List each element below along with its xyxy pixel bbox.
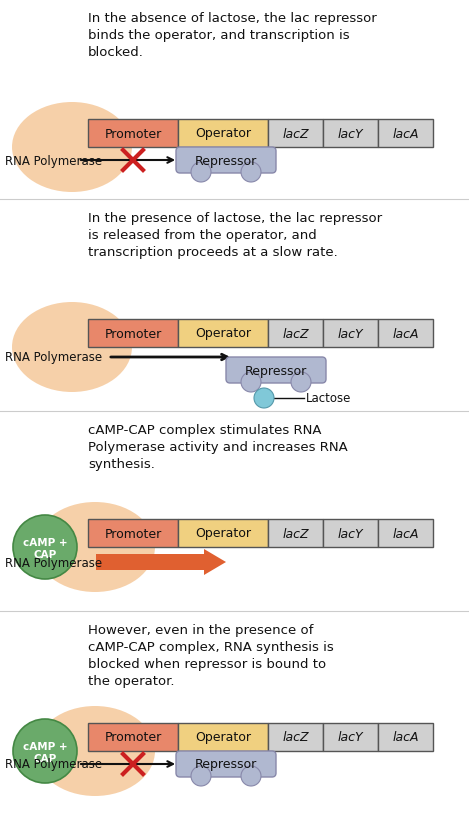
Circle shape	[13, 720, 77, 783]
Bar	[178, 320, 268, 348]
Text: lacY: lacY	[338, 327, 363, 340]
Text: Lactose: Lactose	[306, 392, 351, 405]
Text: Operator: Operator	[195, 327, 251, 340]
Text: lacY: lacY	[338, 730, 363, 744]
Text: Operator: Operator	[195, 128, 251, 140]
Bar	[323, 519, 378, 547]
Bar	[268, 519, 323, 547]
Bar	[178, 519, 268, 547]
Text: RNA Polymerase: RNA Polymerase	[5, 351, 102, 364]
Text: Promoter: Promoter	[105, 730, 162, 744]
Circle shape	[241, 766, 261, 786]
Text: However, even in the presence of
cAMP-CAP complex, RNA synthesis is
blocked when: However, even in the presence of cAMP-CA…	[88, 623, 334, 687]
Text: In the absence of lactose, the lac repressor
binds the operator, and transcripti: In the absence of lactose, the lac repre…	[88, 12, 377, 59]
Circle shape	[191, 163, 211, 183]
Text: Operator: Operator	[195, 730, 251, 744]
Text: lacA: lacA	[392, 128, 419, 140]
Text: lacY: lacY	[338, 527, 363, 540]
Ellipse shape	[12, 103, 132, 193]
Ellipse shape	[35, 503, 155, 592]
Text: lacA: lacA	[392, 730, 419, 744]
Bar	[378, 320, 433, 348]
Text: Operator: Operator	[195, 527, 251, 540]
Bar	[323, 723, 378, 751]
Bar	[378, 723, 433, 751]
Text: Repressor: Repressor	[195, 154, 257, 167]
Text: RNA Polymerase: RNA Polymerase	[5, 556, 102, 569]
Circle shape	[241, 163, 261, 183]
Ellipse shape	[12, 303, 132, 392]
Bar	[378, 519, 433, 547]
Bar	[88, 519, 178, 547]
Text: CAP: CAP	[33, 549, 57, 560]
Text: lacZ: lacZ	[282, 730, 309, 744]
Text: lacA: lacA	[392, 327, 419, 340]
Text: Repressor: Repressor	[245, 364, 307, 377]
FancyBboxPatch shape	[226, 358, 326, 383]
Text: In the presence of lactose, the lac repressor
is released from the operator, and: In the presence of lactose, the lac repr…	[88, 212, 382, 258]
FancyBboxPatch shape	[176, 751, 276, 777]
Bar	[323, 120, 378, 148]
Text: lacA: lacA	[392, 527, 419, 540]
Circle shape	[13, 515, 77, 580]
FancyArrow shape	[96, 549, 226, 575]
Text: lacZ: lacZ	[282, 128, 309, 140]
Bar	[178, 120, 268, 148]
Text: RNA Polymerase: RNA Polymerase	[5, 758, 102, 771]
Circle shape	[254, 388, 274, 408]
Bar	[268, 120, 323, 148]
Text: cAMP-CAP complex stimulates RNA
Polymerase activity and increases RNA
synthesis.: cAMP-CAP complex stimulates RNA Polymera…	[88, 423, 348, 470]
Text: Promoter: Promoter	[105, 327, 162, 340]
Ellipse shape	[35, 706, 155, 796]
Text: Repressor: Repressor	[195, 758, 257, 771]
Bar	[268, 320, 323, 348]
Text: cAMP +: cAMP +	[23, 537, 68, 547]
Text: cAMP +: cAMP +	[23, 741, 68, 751]
Bar	[268, 723, 323, 751]
Bar	[88, 320, 178, 348]
Bar	[178, 723, 268, 751]
Bar	[323, 320, 378, 348]
Text: lacZ: lacZ	[282, 327, 309, 340]
Text: lacZ: lacZ	[282, 527, 309, 540]
Text: lacY: lacY	[338, 128, 363, 140]
FancyBboxPatch shape	[176, 148, 276, 174]
Bar	[88, 723, 178, 751]
Text: Promoter: Promoter	[105, 128, 162, 140]
Circle shape	[241, 373, 261, 392]
Circle shape	[191, 766, 211, 786]
Bar	[378, 120, 433, 148]
Circle shape	[291, 373, 311, 392]
Text: Promoter: Promoter	[105, 527, 162, 540]
Text: CAP: CAP	[33, 753, 57, 763]
Text: RNA Polymerase: RNA Polymerase	[5, 156, 102, 168]
Bar	[88, 120, 178, 148]
